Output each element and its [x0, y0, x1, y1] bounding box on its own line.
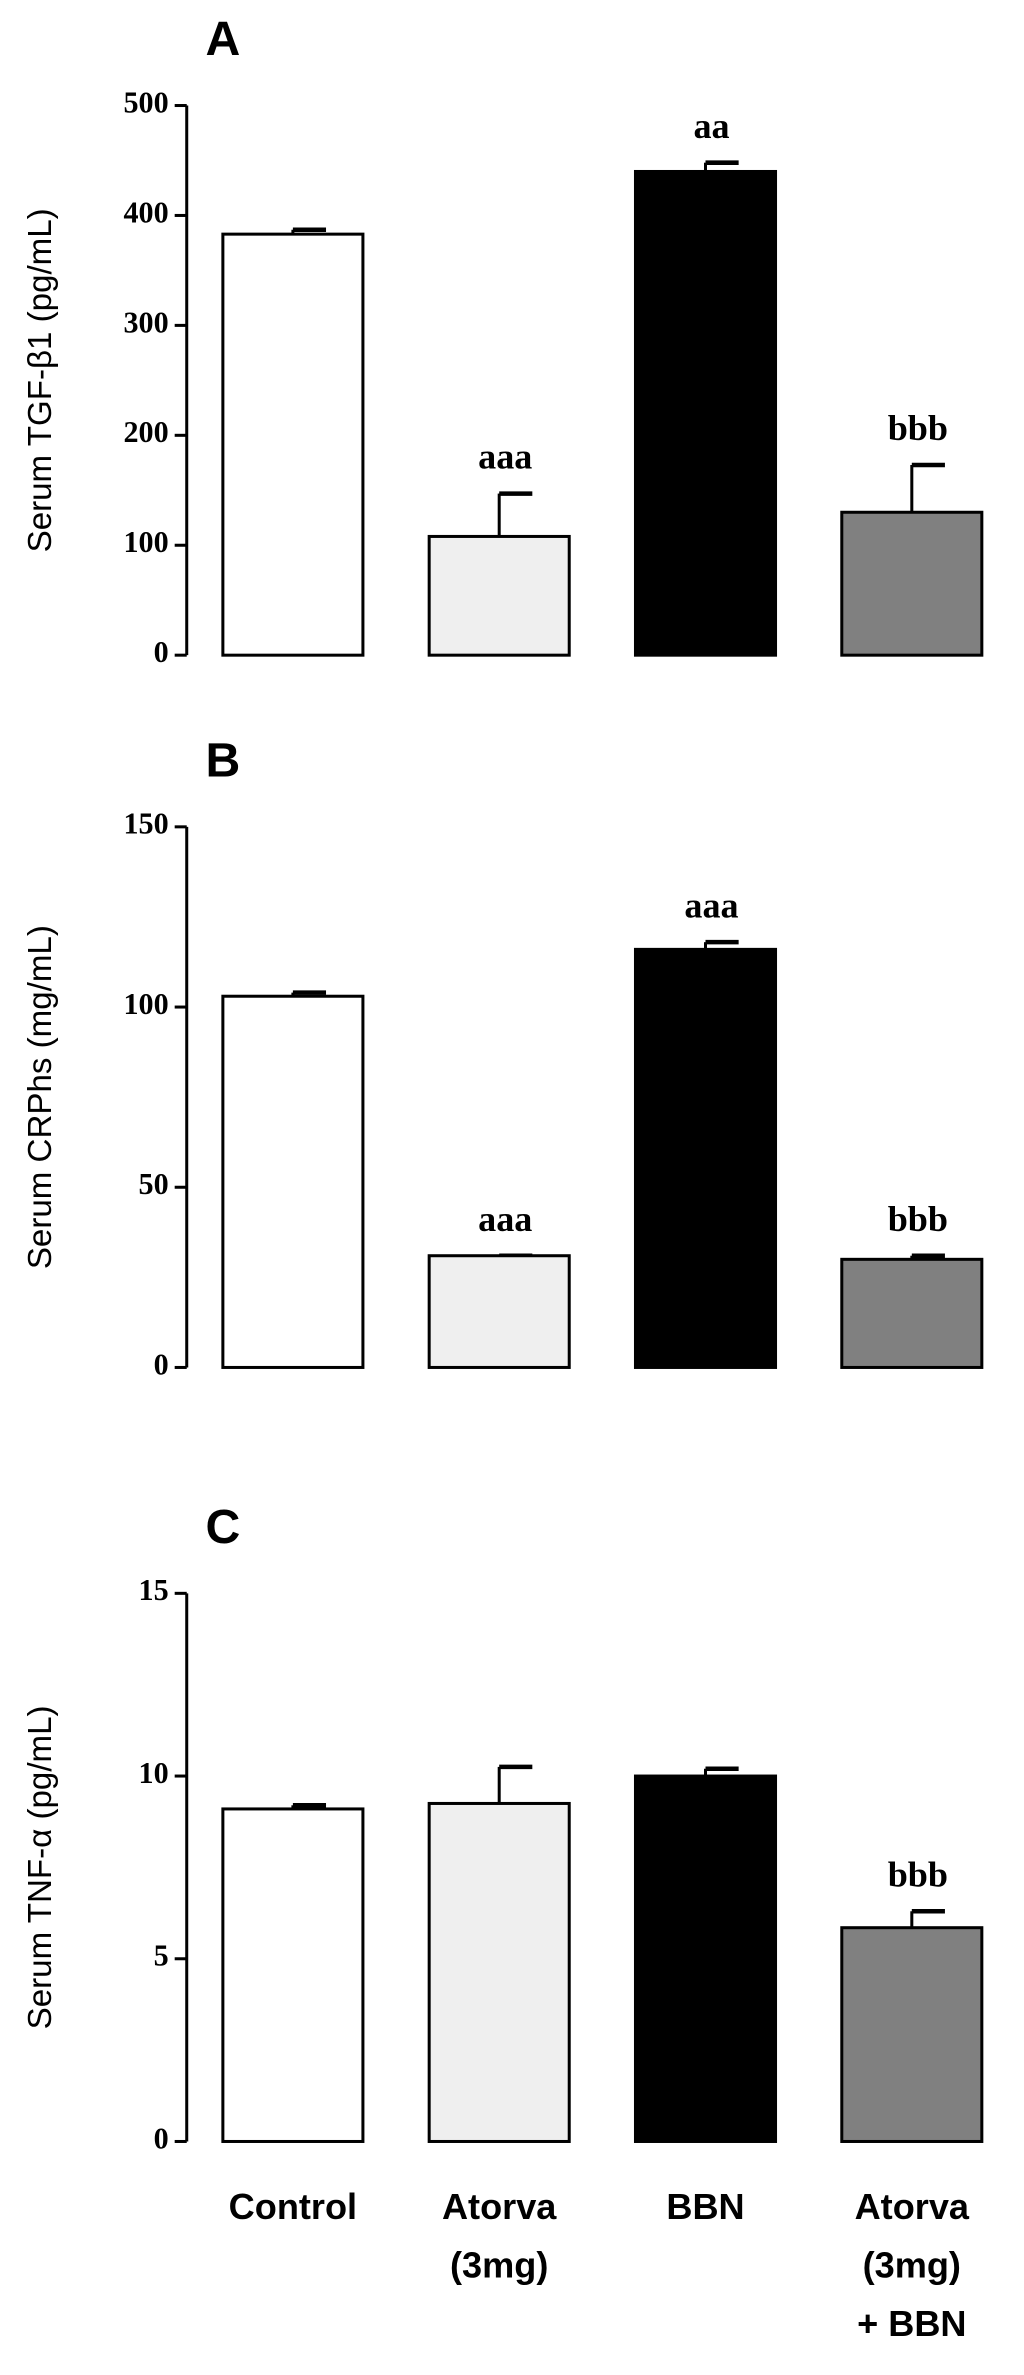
panel-label: B [205, 733, 240, 787]
panel-label: C [205, 1500, 240, 1554]
bar [840, 510, 984, 657]
annotation: bbb [888, 1199, 948, 1239]
y-tick-label: 10 [139, 1756, 169, 1790]
annotation: aa [693, 106, 729, 146]
x-tick-label: (3mg) [450, 2245, 548, 2286]
y-tick-label: 500 [123, 85, 168, 119]
annotation: aaa [684, 885, 738, 925]
y-tick-label: 100 [123, 987, 168, 1021]
x-tick-label: Control [229, 2186, 357, 2227]
bar [633, 947, 778, 1369]
annotation: aaa [478, 437, 532, 477]
bar [221, 994, 365, 1369]
bar [427, 1801, 571, 2143]
y-tick-label: 15 [139, 1573, 169, 1607]
bar [427, 1254, 571, 1369]
x-tick-label: (3mg) [863, 2245, 961, 2286]
annotation: bbb [888, 1854, 948, 1894]
bar [633, 1774, 778, 2143]
x-tick-label: + BBN [857, 2303, 966, 2344]
bar [427, 534, 571, 657]
y-tick-label: 5 [154, 1939, 169, 1973]
annotation: bbb [888, 408, 948, 448]
x-tick-label: Atorva [855, 2186, 970, 2227]
annotation: aaa [478, 1199, 532, 1239]
y-axis-label: Serum CRPhs (mg/mL) [22, 925, 59, 1269]
y-tick-label: 150 [123, 807, 168, 841]
y-tick-label: 100 [123, 525, 168, 559]
x-tick-label: Atorva [442, 2186, 557, 2227]
y-tick-label: 300 [123, 305, 168, 339]
bar [633, 169, 778, 657]
bar [221, 1807, 365, 2143]
y-tick-label: 0 [154, 2121, 169, 2155]
bar [840, 1257, 984, 1369]
y-axis-label: Serum TGF-β1 (pg/mL) [22, 208, 59, 552]
y-axis-label: Serum TNF-α (pg/mL) [22, 1705, 59, 2029]
y-tick-label: 0 [154, 1347, 169, 1381]
bar [840, 1926, 984, 2143]
y-tick-label: 50 [139, 1167, 169, 1201]
bar [221, 232, 365, 657]
y-tick-label: 200 [123, 415, 168, 449]
panel-label: A [205, 12, 240, 66]
x-tick-label: BBN [666, 2186, 744, 2227]
y-tick-label: 400 [123, 195, 168, 229]
y-tick-label: 0 [154, 635, 169, 669]
